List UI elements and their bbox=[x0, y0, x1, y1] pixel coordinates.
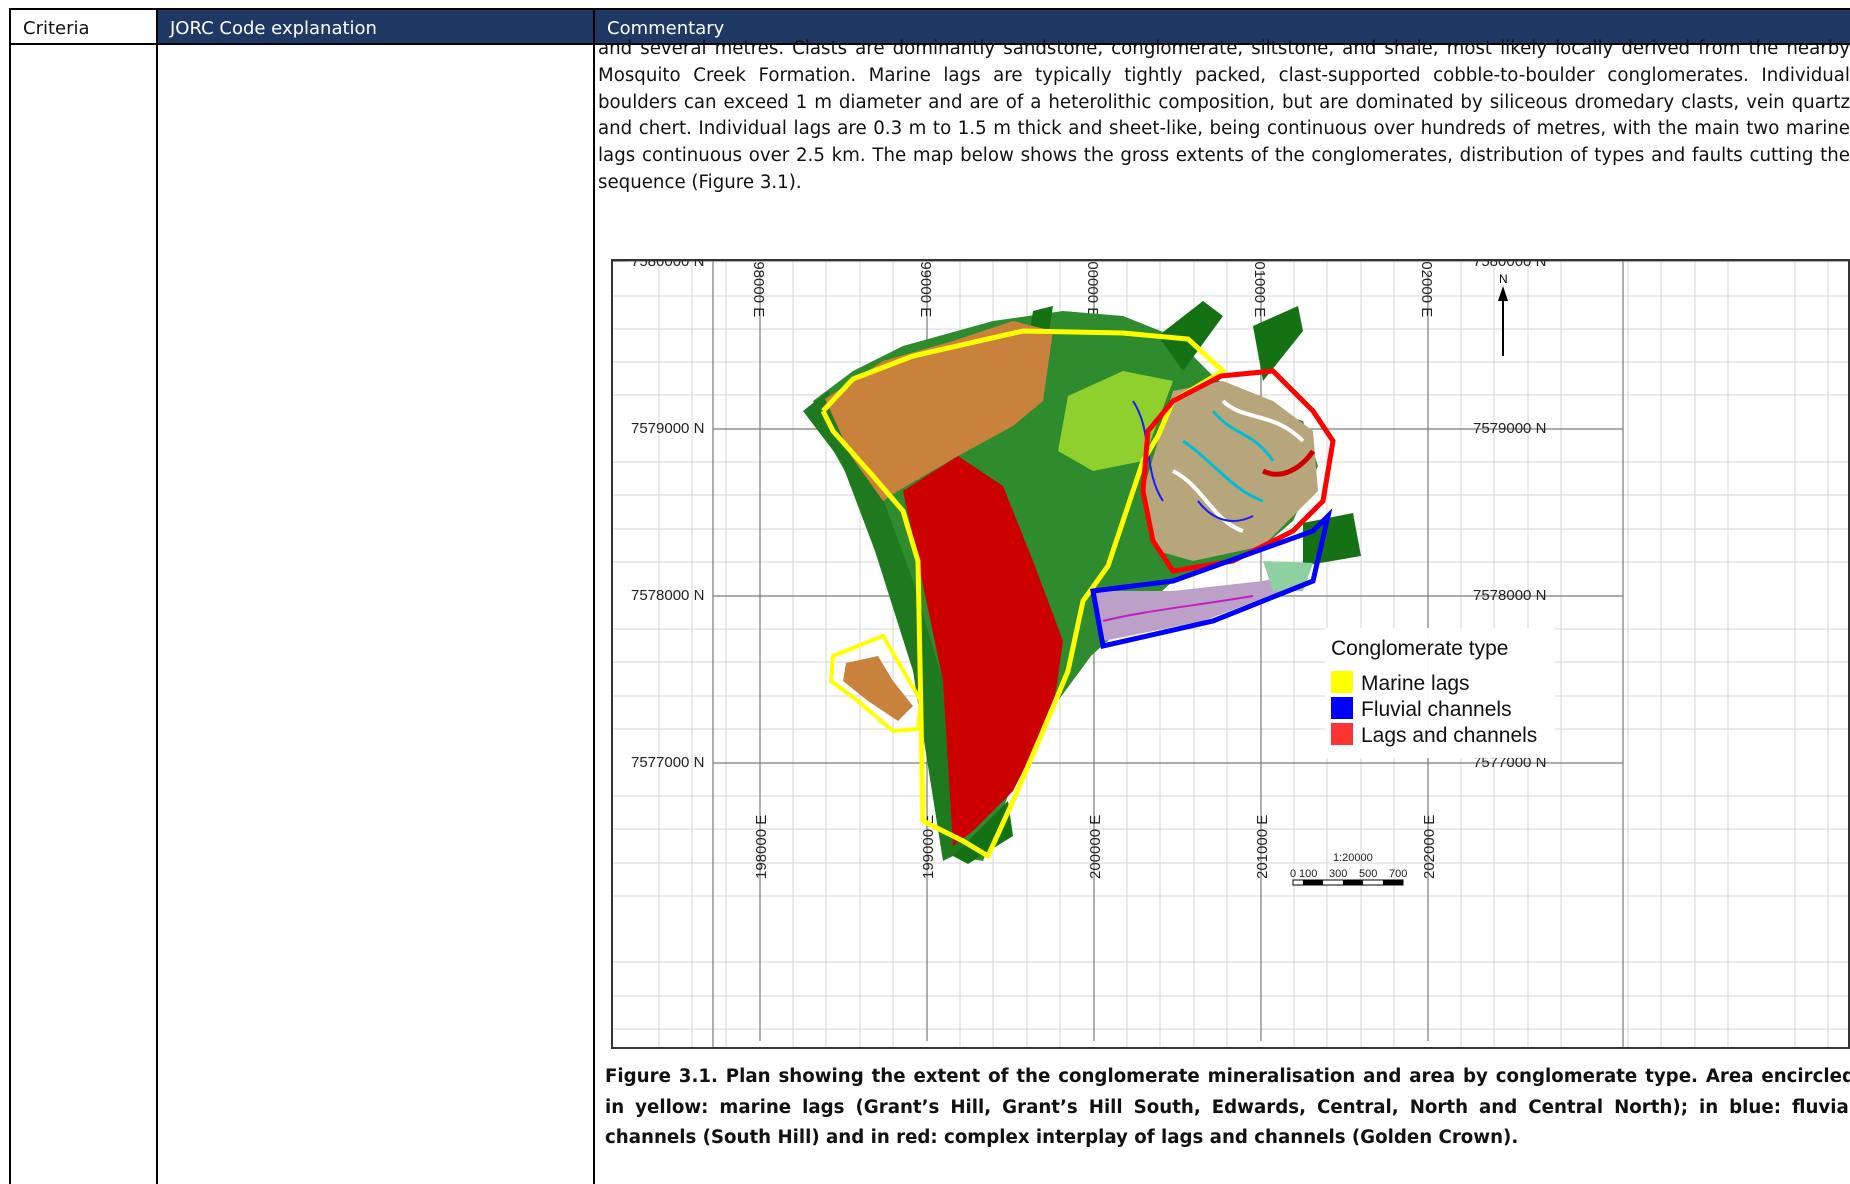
northing-label-left: 7578000 N bbox=[631, 587, 704, 604]
easting-labels: 198000 E 199000 E 200000 E 201000 E 2020… bbox=[750, 261, 1438, 879]
fine-grid bbox=[613, 261, 1848, 1047]
legend-swatch-fluvial-channels bbox=[1331, 697, 1353, 719]
figure-caption: Figure 3.1. Plan showing the extent of t… bbox=[605, 1066, 1850, 1148]
geology-layers bbox=[803, 301, 1361, 864]
northing-label-right: 7579000 N bbox=[1473, 420, 1546, 437]
south-hill-mixed-unit bbox=[1093, 571, 1303, 641]
legend-swatch-marine-lags bbox=[1331, 671, 1353, 693]
easting-label-top: 202000 E bbox=[1418, 261, 1435, 317]
marine-lags-boundary-outlier bbox=[828, 633, 924, 734]
northing-label-right: 7578000 N bbox=[1473, 587, 1546, 604]
legend-label-fluvial-channels: Fluvial channels bbox=[1361, 698, 1512, 721]
criteria-header: Criteria bbox=[9, 8, 158, 45]
jorc-table: Criteria JORC Code explanation Commentar… bbox=[9, 8, 1850, 1184]
north-arrow: N bbox=[1498, 272, 1508, 356]
major-grid bbox=[613, 261, 1848, 1047]
fault-zone-unit bbox=[1303, 513, 1361, 566]
easting-label-bottom: 198000 E bbox=[753, 815, 770, 879]
scale-bar: 1:20000 0 100 300 500 700 bbox=[1290, 852, 1407, 886]
conglomerate-map-figure: 7580000 N 7579000 N 7578000 N 7577000 N … bbox=[611, 259, 1850, 1049]
northing-label-left: 7579000 N bbox=[631, 420, 704, 437]
fault-zone-unit bbox=[803, 391, 963, 861]
north-arrow-label: N bbox=[1499, 272, 1508, 286]
legend-label-marine-lags: Marine lags bbox=[1361, 672, 1470, 695]
commentary-header: Commentary bbox=[595, 8, 1850, 45]
legend-title: Conglomerate type bbox=[1331, 637, 1508, 660]
easting-label-bottom: 200000 E bbox=[1087, 815, 1104, 879]
easting-label-top: 199000 E bbox=[917, 261, 934, 317]
scale-tick-label: 0 bbox=[1290, 868, 1296, 880]
map-svg: 7580000 N 7579000 N 7578000 N 7577000 N … bbox=[613, 261, 1848, 1047]
scale-tick-label: 700 bbox=[1389, 868, 1407, 880]
northing-label-right: 7580000 N bbox=[1473, 261, 1546, 270]
legend-label-lags-and-channels: Lags and channels bbox=[1361, 724, 1537, 747]
scale-tick-label: 500 bbox=[1359, 868, 1377, 880]
northing-label-right: 7577000 N bbox=[1473, 754, 1546, 771]
northing-labels: 7580000 N 7579000 N 7578000 N 7577000 N … bbox=[613, 261, 1546, 771]
column-divider-1 bbox=[156, 45, 158, 1184]
isolated-orange-outcrop bbox=[843, 656, 913, 721]
scale-ratio: 1:20000 bbox=[1333, 852, 1373, 864]
fluvial-channels-boundary bbox=[1090, 508, 1333, 650]
northing-label-left: 7577000 N bbox=[631, 754, 704, 771]
jorc-header: JORC Code explanation bbox=[158, 8, 595, 45]
easting-label-bottom: 201000 E bbox=[1254, 815, 1271, 879]
easting-label-top: 201000 E bbox=[1251, 261, 1268, 317]
golden-crown-mixed-unit bbox=[1143, 381, 1318, 561]
easting-label-bottom: 202000 E bbox=[1421, 815, 1438, 879]
scale-tick-label: 300 bbox=[1329, 868, 1347, 880]
fault-zone-unit bbox=[953, 801, 1013, 864]
column-divider-2 bbox=[593, 45, 595, 1184]
boundary-outlines bbox=[820, 328, 1336, 860]
scale-tick-label: 100 bbox=[1299, 868, 1317, 880]
fault-zone-unit bbox=[1158, 301, 1223, 371]
table-border-left bbox=[9, 45, 11, 1184]
easting-label-top: 198000 E bbox=[750, 261, 767, 317]
red-conglomerate-unit bbox=[903, 456, 1063, 846]
fault-zone-unit bbox=[1253, 306, 1303, 381]
easting-label-bottom: 199000 E bbox=[920, 815, 937, 879]
marine-lags-boundary bbox=[820, 328, 1228, 860]
legend-swatch-lags-and-channels bbox=[1331, 723, 1353, 745]
easting-label-top: 200000 E bbox=[1084, 261, 1101, 317]
map-legend: Conglomerate type Marine lags Fluvial ch… bbox=[1325, 628, 1555, 758]
commentary-paragraph: and several metres. Clasts are dominantl… bbox=[598, 38, 1850, 193]
northing-label-left: 7580000 N bbox=[631, 261, 704, 270]
